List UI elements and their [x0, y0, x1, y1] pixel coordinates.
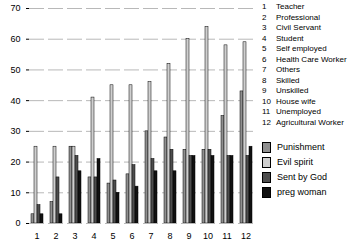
html-text:12: 12: [262, 117, 271, 127]
html-text:7: 7: [262, 65, 267, 74]
svg-text:0: 0: [15, 218, 20, 228]
svg-text:4: 4: [91, 231, 96, 241]
svg-text:9: 9: [186, 231, 191, 241]
html-text:Student: Student: [276, 33, 304, 43]
html-text:Professional: Professional: [276, 12, 320, 22]
html-text:Civil Servant: Civil Servant: [276, 23, 321, 32]
svg-text:70: 70: [10, 3, 20, 13]
html-text:Unskilled: Unskilled: [276, 86, 309, 95]
html-text:Teacher: Teacher: [276, 2, 305, 11]
html-text:11: 11: [262, 107, 271, 116]
html-text:5: 5: [262, 44, 267, 53]
html-text:Health Care Worker: Health Care Worker: [276, 54, 347, 64]
svg-text:5: 5: [110, 231, 115, 241]
svg-text:60: 60: [10, 34, 20, 44]
svg-text:10: 10: [10, 188, 20, 198]
html-text:Agricultural Worker: Agricultural Worker: [276, 117, 344, 127]
html-text:preg woman: preg woman: [277, 187, 327, 198]
svg-text:7: 7: [148, 231, 153, 241]
html-text:9: 9: [262, 86, 267, 95]
html-text:1: 1: [262, 2, 267, 11]
html-text:Evil spirit: Evil spirit: [277, 157, 313, 168]
svg-text:12: 12: [241, 231, 251, 241]
html-text:Punishment: Punishment: [277, 142, 325, 153]
html-text:House wife: House wife: [276, 96, 316, 106]
html-text:Others: Others: [276, 65, 300, 74]
svg-text:30: 30: [10, 126, 20, 136]
svg-text:1: 1: [34, 231, 39, 241]
html-text:4: 4: [262, 33, 267, 43]
svg-text:6: 6: [129, 231, 134, 241]
html-text:Self employed: Self employed: [276, 44, 327, 53]
html-text:Sent by God: Sent by God: [277, 172, 327, 183]
svg-text:50: 50: [10, 65, 20, 75]
svg-text:8: 8: [167, 231, 172, 241]
html-text:8: 8: [262, 75, 267, 85]
svg-text:40: 40: [10, 96, 20, 106]
svg-text:11: 11: [222, 231, 231, 241]
html-text:Unemployed: Unemployed: [276, 107, 321, 116]
html-text:6: 6: [262, 54, 267, 64]
svg-text:20: 20: [10, 157, 20, 167]
html-text:3: 3: [262, 23, 267, 32]
html-text:10: 10: [262, 96, 271, 106]
svg-text:10: 10: [203, 231, 213, 241]
svg-text:3: 3: [72, 231, 77, 241]
svg-text:2: 2: [53, 231, 58, 241]
html-text:Skilled: Skilled: [276, 75, 300, 85]
html-text:2: 2: [262, 12, 267, 22]
